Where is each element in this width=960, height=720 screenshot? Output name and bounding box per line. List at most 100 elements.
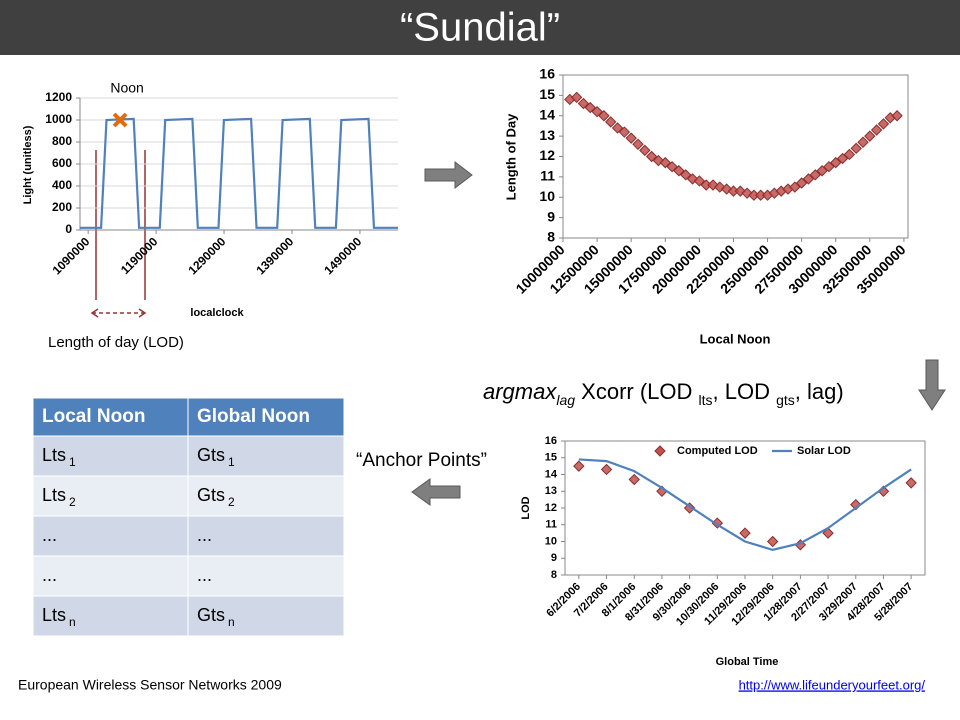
anchor-label: “Anchor Points” [356,450,487,471]
data-point [639,144,651,157]
arrow-right [424,160,473,190]
data-point [605,116,617,128]
data-point [714,181,726,193]
table-cell [32,555,189,597]
table-cell [187,595,345,637]
legend-label: Computed LOD [677,445,758,457]
data-point [789,181,801,193]
data-point [802,173,815,185]
data-point [611,122,624,134]
y-tick-label: 15 [539,86,555,102]
data-point [645,150,658,163]
y-tick-label: 10 [545,535,557,547]
y-axis-title: Light (unitless) [22,125,34,204]
data-point [598,110,610,122]
arrow-down [918,359,946,411]
data-point [628,473,640,486]
cell-text: Lts 2 [42,485,76,509]
table-cell [187,555,345,597]
cell-sub: 1 [69,455,76,469]
data-point [683,502,696,514]
cell-text: Gts 2 [197,485,235,509]
data-point [666,160,678,173]
data-point [870,124,883,136]
data-point [573,460,585,472]
data-point [659,156,671,169]
data-point [680,169,692,181]
lod-arrow [90,308,147,318]
cell-sub: n [69,615,76,629]
data-point [809,169,821,181]
slide-title: “Sundial” [400,6,560,50]
plot-frame [562,74,909,239]
cell-sub: 1 [228,455,235,469]
cell-text: Lts n [42,605,76,629]
cell-text: ... [42,565,57,585]
y-tick-label: 1000 [45,112,72,126]
cell-main: ... [42,565,57,585]
footer-link[interactable]: http://www.lifeunderyourfeet.org/ [739,677,926,692]
cell-main: Gts [197,605,225,625]
table-cell [32,595,189,637]
series-line [80,117,398,229]
data-point [766,535,779,548]
data-point [836,152,849,165]
cell-text: Gts 1 [197,445,235,469]
formula-part: , lag) [795,379,844,404]
formula-part: lts [699,392,713,408]
data-point [584,101,596,114]
data-point [830,156,842,169]
data-point [877,118,890,130]
y-tick-label: 11 [545,519,557,531]
header-cell [187,397,345,437]
data-point [652,154,665,167]
title-bar [0,0,960,55]
y-tick-label: 8 [547,229,555,245]
x-tick-label: 1390000 [253,234,296,277]
cell-sub: 2 [69,495,76,509]
y-tick-label: 12 [539,147,555,163]
y-tick-label: 200 [52,200,72,214]
data-point [857,136,869,148]
cell-main: Lts [42,445,66,465]
footer-text: European Wireless Sensor Networks 2009 [18,677,282,693]
x-tick-label: 1190000 [118,234,161,277]
legend-swatch [654,445,666,457]
data-point [864,130,876,142]
cell-main: ... [42,525,57,545]
x-axis-title: localclock [190,307,244,319]
y-tick-label: 600 [52,156,72,170]
y-tick-label: 1200 [45,90,72,104]
header-text: Global Noon [197,406,310,427]
y-tick-label: 10 [539,188,555,204]
y-tick-label: 9 [551,552,557,564]
series-line [578,458,912,552]
data-point [739,527,751,539]
plot-frame [564,440,926,576]
cell-text: ... [197,565,212,585]
data-point [600,463,613,476]
data-point [891,110,903,122]
data-point [741,187,753,199]
cell-main: Lts [42,605,66,625]
formula-part: , LOD [713,379,777,404]
y-tick-label: 13 [539,127,555,143]
x-tick-label: 1490000 [321,234,364,277]
data-point [673,165,685,177]
y-axis-title: Length of Day [503,113,518,200]
cell-text: Lts 1 [42,445,76,469]
y-tick-label: 0 [65,222,72,236]
data-point [591,105,603,118]
y-tick-label: 400 [52,178,72,192]
cell-text: ... [197,525,212,545]
cell-sub: 2 [228,495,235,509]
data-point [843,148,856,161]
formula-part: lag [556,392,575,408]
cell-text: Gts n [197,605,235,629]
y-tick-label: 12 [545,502,557,514]
data-point [693,175,706,187]
cell-main: Gts [197,485,225,505]
data-point [618,126,631,138]
table-cell [187,475,345,517]
